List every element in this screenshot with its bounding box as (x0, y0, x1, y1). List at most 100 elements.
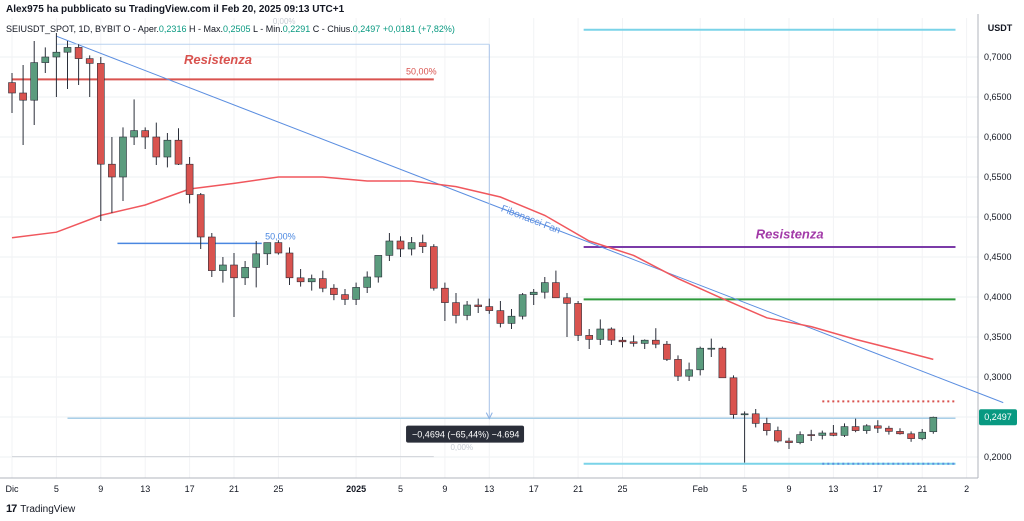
resistance-label-red: Resistenza (184, 52, 252, 67)
tradingview-brand[interactable]: 17 TradingView (6, 503, 75, 515)
candle (374, 255, 383, 283)
candle (163, 133, 172, 168)
candle-body (518, 294, 527, 317)
time-tick-label: 17 (873, 484, 883, 494)
candle-body (896, 431, 904, 435)
open-value: 0,2316 (158, 24, 187, 34)
time-tick-label: 5 (54, 484, 59, 494)
candle-body (651, 339, 660, 345)
candle-body (174, 139, 183, 165)
time-tick-label: 2025 (346, 484, 366, 494)
candle (663, 341, 671, 361)
candle-body (8, 82, 16, 94)
candle-body (663, 343, 671, 360)
candle-body (718, 347, 727, 379)
support-blue-pct-label: 50,00% (265, 231, 296, 241)
candle (41, 47, 50, 73)
time-tick-label: 9 (786, 484, 791, 494)
horizontal-lines (12, 28, 956, 465)
candle-body (341, 294, 349, 300)
candle (596, 319, 605, 345)
candle (296, 269, 305, 287)
candle (718, 346, 727, 379)
candle-body (219, 264, 227, 271)
candle-body (41, 56, 50, 63)
close-value: 0,2497 (352, 24, 381, 34)
time-tick-label: Feb (692, 484, 708, 494)
time-tick-label: 21 (573, 484, 583, 494)
candle-body (130, 130, 138, 138)
candle-body (885, 427, 893, 432)
candle-body (618, 339, 627, 343)
candle (873, 420, 882, 433)
candle-body (929, 416, 938, 433)
candle (707, 338, 716, 357)
candle-body (396, 240, 405, 250)
open-label: O - Aper. (123, 24, 159, 34)
candle-body (263, 242, 272, 255)
candle (751, 409, 760, 428)
candle (285, 247, 294, 285)
candle (463, 301, 471, 321)
candle (241, 261, 249, 285)
candle-body (452, 302, 460, 316)
candle-body (241, 267, 249, 279)
candle-body (540, 282, 549, 293)
candle-body (574, 303, 582, 336)
candle (352, 282, 360, 305)
candle-body (552, 282, 560, 299)
candle-body (918, 431, 927, 439)
candle (396, 236, 405, 257)
candle (574, 301, 582, 341)
candle-body (230, 264, 238, 279)
candle (141, 127, 149, 149)
candle (862, 424, 871, 434)
candle (19, 65, 27, 145)
candle-body (196, 194, 205, 238)
price-axis: USDT 0,7000 0,6500 0,6000 0,5500 0,5000 0,4500… (979, 23, 1017, 462)
candle (208, 233, 216, 277)
candle-body (640, 339, 649, 344)
candle (851, 418, 860, 433)
candle-body (374, 255, 383, 278)
candle-body (141, 130, 149, 138)
candle (318, 270, 327, 293)
fan-arrow (485, 412, 493, 420)
candle (8, 73, 16, 113)
candle (174, 128, 183, 165)
measure-box (406, 425, 525, 443)
candle-body (607, 328, 616, 341)
candle (230, 253, 238, 317)
high-label: H - Max. (188, 24, 223, 34)
candle (52, 33, 61, 97)
candle (729, 375, 738, 419)
candle-body (30, 62, 39, 101)
candle-body (418, 242, 427, 247)
time-tick-label: 13 (484, 484, 494, 494)
candle (518, 293, 527, 320)
candle (929, 416, 938, 434)
candle (885, 425, 893, 435)
candle-body (774, 430, 782, 442)
candle (252, 241, 260, 288)
candle-body (496, 310, 505, 324)
candle (618, 337, 627, 348)
candle (63, 41, 72, 89)
candle (696, 346, 705, 376)
symbol-label: SEIUSDT_SPOT, 1D, BYBIT (6, 24, 121, 34)
candle-body (97, 63, 105, 165)
close-label: C - Chius. (312, 24, 353, 34)
candle-body (729, 377, 738, 415)
candle-body (307, 278, 316, 283)
candle-body (274, 242, 283, 254)
time-tick-label: 5 (398, 484, 403, 494)
publisher-line: Alex975 ha pubblicato su TradingView.com… (6, 4, 345, 15)
candle (740, 411, 749, 463)
candle-body (751, 413, 760, 424)
time-tick-label: 21 (917, 484, 927, 494)
candle-body (52, 51, 61, 58)
candle (685, 362, 693, 381)
candle-body (330, 287, 338, 295)
candle (529, 289, 538, 305)
